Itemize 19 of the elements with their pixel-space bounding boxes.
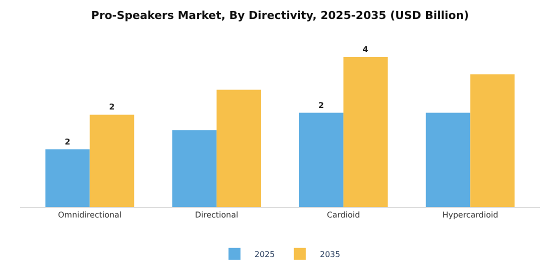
- bar: [470, 74, 515, 207]
- data-label: 2: [109, 102, 115, 112]
- x-tick-label: Hypercardioid: [442, 210, 498, 220]
- data-label: 2: [318, 100, 324, 110]
- legend-label: 2025: [254, 250, 275, 260]
- data-label: 4: [362, 45, 369, 54]
- bar: [426, 112, 470, 207]
- legend-label: 2035: [320, 250, 340, 260]
- bar: [90, 114, 134, 207]
- x-tick-label: Directional: [194, 210, 238, 220]
- bar: [299, 112, 344, 207]
- bar: [343, 57, 388, 207]
- bar: [172, 130, 217, 207]
- bar: [45, 149, 90, 207]
- bar: [216, 90, 261, 207]
- x-tick-label: Cardioid: [326, 210, 360, 220]
- data-label: 2: [64, 137, 70, 146]
- x-tick-label: Omnidirectional: [58, 210, 122, 220]
- chart-title: Pro-Speakers Market, By Directivity, 2025-2035 (USD Billion): [91, 8, 469, 22]
